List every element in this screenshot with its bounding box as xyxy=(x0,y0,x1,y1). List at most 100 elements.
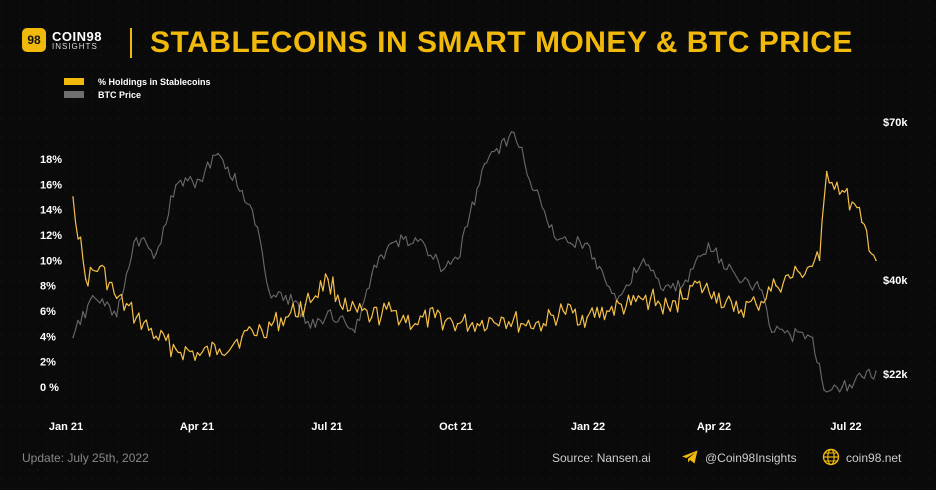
data-point-stablecoins xyxy=(606,310,608,312)
data-point-btc xyxy=(761,289,763,292)
data-point-stablecoins xyxy=(755,303,758,306)
data-point-btc xyxy=(414,237,417,239)
data-point-stablecoins xyxy=(562,310,565,312)
x-tick-label: Jan 22 xyxy=(571,421,605,433)
data-point-stablecoins xyxy=(304,303,307,306)
data-point-stablecoins xyxy=(500,316,503,319)
data-point-stablecoins xyxy=(630,303,632,306)
x-tick-label: Jul 21 xyxy=(311,421,342,433)
data-point-stablecoins xyxy=(542,322,545,325)
data-point-btc xyxy=(155,252,157,255)
data-point-btc xyxy=(135,237,138,239)
page-title: STABLECOINS IN SMART MONEY & BTC PRICE xyxy=(150,26,853,59)
data-point-btc xyxy=(642,258,645,260)
data-point-stablecoins xyxy=(669,310,672,312)
data-point-stablecoins xyxy=(649,297,652,300)
y-left-tick-label: 4% xyxy=(40,331,56,343)
data-point-stablecoins xyxy=(689,284,691,287)
data-point-btc xyxy=(115,315,118,318)
data-point-btc xyxy=(841,386,843,388)
data-point-btc xyxy=(513,131,515,134)
x-tick-label: Apr 22 xyxy=(697,421,731,433)
data-point-btc xyxy=(875,370,877,373)
data-point-btc xyxy=(327,310,329,313)
data-point-btc xyxy=(268,289,270,292)
data-point-stablecoins xyxy=(99,265,101,268)
data-point-stablecoins xyxy=(586,316,588,319)
data-point-stablecoins xyxy=(825,170,828,173)
data-point-stablecoins xyxy=(414,322,417,325)
data-point-btc xyxy=(548,226,550,229)
data-point-stablecoins xyxy=(72,196,74,198)
y-left-tick-label: 2% xyxy=(40,357,56,369)
data-point-btc xyxy=(586,242,588,244)
legend-item-btc: BTC Price xyxy=(64,88,211,101)
data-point-btc xyxy=(771,331,773,334)
data-point-stablecoins xyxy=(175,348,177,350)
data-point-stablecoins xyxy=(370,316,373,319)
data-point-stablecoins xyxy=(732,310,735,312)
data-point-btc xyxy=(534,189,536,192)
data-point-stablecoins xyxy=(456,322,459,325)
data-point-btc xyxy=(707,242,710,244)
x-axis: Jan 21 Apr 21 Jul 21 Oct 21 Jan 22 Apr 22 Jul … xyxy=(49,421,862,433)
legend-label-btc: BTC Price xyxy=(98,89,142,100)
data-point-btc xyxy=(682,284,684,287)
data-point-btc xyxy=(442,268,445,271)
data-point-btc xyxy=(569,242,572,244)
telegram-handle[interactable]: @Coin98Insights xyxy=(705,451,797,465)
data-point-stablecoins xyxy=(520,322,522,325)
logo-text: COIN98 INSIGHTS xyxy=(52,30,102,51)
y-axis-left: 0 % 2% 4% 6% 8% 10% 12% 14% 16% 18% xyxy=(40,154,62,394)
series-layer xyxy=(72,131,877,393)
legend: % Holdings in Stablecoins BTC Price xyxy=(64,75,211,101)
y-left-tick-label: 16% xyxy=(40,179,62,191)
data-point-btc xyxy=(72,336,74,339)
data-point-stablecoins xyxy=(284,316,287,319)
data-point-btc xyxy=(811,336,814,339)
y-right-tick-label: $40k xyxy=(883,275,908,287)
legend-item-stablecoins: % Holdings in Stablecoins xyxy=(64,75,211,88)
y-axis-right: $22k $40k $70k xyxy=(883,117,908,381)
series-line-btc xyxy=(72,131,877,393)
data-point-stablecoins xyxy=(327,278,329,281)
data-point-btc xyxy=(747,279,749,281)
data-point-stablecoins xyxy=(841,189,843,192)
data-point-stablecoins xyxy=(713,291,715,293)
x-tick-label: Jul 22 xyxy=(830,421,861,433)
data-point-stablecoins xyxy=(135,316,138,319)
series-line-stablecoins xyxy=(72,171,877,361)
data-point-btc xyxy=(314,326,317,328)
data-point-stablecoins xyxy=(261,329,263,331)
data-point-stablecoins xyxy=(799,272,801,274)
brand-logo: 98 COIN98 INSIGHTS xyxy=(22,28,102,52)
data-point-stablecoins xyxy=(875,259,877,262)
data-point-btc xyxy=(354,331,356,334)
website-link[interactable]: coin98.net xyxy=(846,451,902,465)
y-left-tick-label: 14% xyxy=(40,205,62,217)
data-point-btc xyxy=(241,189,243,192)
source-text: Source: Nansen.ai xyxy=(552,451,651,465)
y-right-tick-label: $70k xyxy=(883,117,908,129)
logo-name: COIN98 xyxy=(52,28,102,44)
data-point-stablecoins xyxy=(155,335,157,338)
logo-sub: INSIGHTS xyxy=(52,41,98,51)
data-point-stablecoins xyxy=(476,322,479,325)
legend-label-stablecoins: % Holdings in Stablecoins xyxy=(98,76,211,87)
title-divider xyxy=(130,28,132,58)
telegram-icon xyxy=(682,450,698,464)
data-point-stablecoins xyxy=(84,278,87,281)
y-left-tick-label: 0 % xyxy=(40,382,59,394)
x-tick-label: Oct 21 xyxy=(439,421,473,433)
y-left-tick-label: 10% xyxy=(40,255,62,267)
data-point-stablecoins xyxy=(199,354,201,357)
y-left-tick-label: 12% xyxy=(40,230,62,242)
data-point-btc xyxy=(370,273,373,276)
data-point-btc xyxy=(662,289,665,292)
logo-mark: 98 xyxy=(22,28,46,52)
legend-swatch-btc xyxy=(64,91,84,98)
data-point-btc xyxy=(861,375,863,378)
data-point-stablecoins xyxy=(390,310,393,312)
